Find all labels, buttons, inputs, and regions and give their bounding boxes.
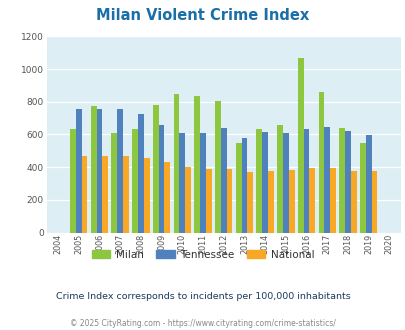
Bar: [318, 92, 324, 233]
Bar: [81, 156, 87, 233]
Text: © 2025 CityRating.com - https://www.cityrating.com/crime-statistics/: © 2025 CityRating.com - https://www.city…: [70, 319, 335, 328]
Bar: [76, 109, 81, 233]
Bar: [194, 96, 200, 233]
Bar: [339, 128, 344, 233]
Bar: [350, 171, 356, 233]
Bar: [111, 133, 117, 233]
Bar: [143, 158, 149, 233]
Bar: [256, 129, 262, 233]
Bar: [179, 133, 185, 233]
Bar: [288, 170, 294, 233]
Bar: [297, 58, 303, 233]
Bar: [309, 168, 314, 233]
Bar: [226, 169, 232, 233]
Bar: [200, 133, 205, 233]
Bar: [247, 172, 252, 233]
Text: Crime Index corresponds to incidents per 100,000 inhabitants: Crime Index corresponds to incidents per…: [55, 292, 350, 301]
Bar: [132, 129, 138, 233]
Bar: [303, 129, 309, 233]
Bar: [215, 101, 220, 233]
Bar: [153, 105, 158, 233]
Bar: [282, 133, 288, 233]
Bar: [158, 125, 164, 233]
Bar: [185, 167, 190, 233]
Bar: [102, 156, 108, 233]
Bar: [173, 94, 179, 233]
Bar: [267, 171, 273, 233]
Bar: [359, 143, 365, 233]
Bar: [123, 156, 128, 233]
Bar: [344, 131, 350, 233]
Bar: [235, 143, 241, 233]
Bar: [70, 129, 76, 233]
Bar: [220, 128, 226, 233]
Bar: [241, 138, 247, 233]
Bar: [371, 171, 376, 233]
Bar: [91, 106, 96, 233]
Bar: [262, 132, 267, 233]
Bar: [205, 169, 211, 233]
Bar: [329, 168, 335, 233]
Legend: Milan, Tennessee, National: Milan, Tennessee, National: [87, 246, 318, 264]
Bar: [138, 114, 143, 233]
Bar: [324, 127, 329, 233]
Text: Milan Violent Crime Index: Milan Violent Crime Index: [96, 8, 309, 23]
Bar: [365, 135, 371, 233]
Bar: [164, 162, 170, 233]
Bar: [96, 109, 102, 233]
Bar: [277, 125, 282, 233]
Bar: [117, 109, 123, 233]
